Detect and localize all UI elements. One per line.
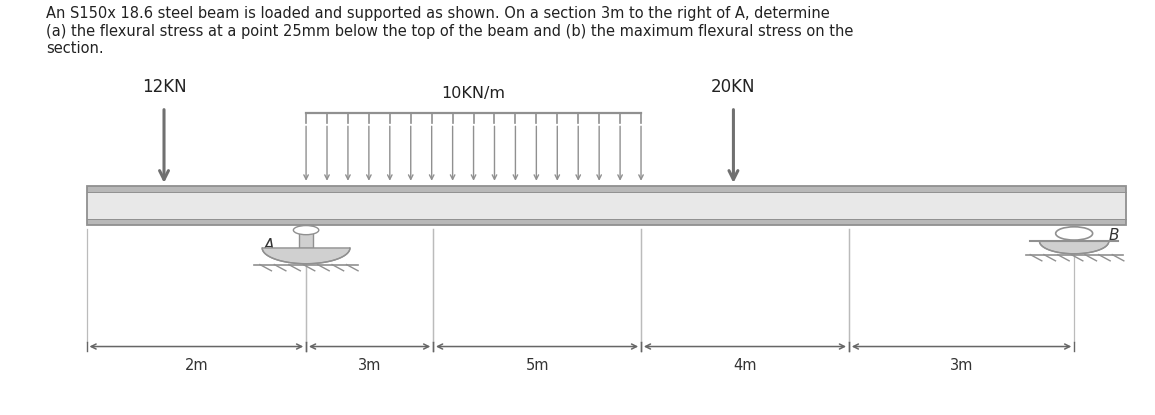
Text: 3m: 3m — [358, 358, 381, 373]
Text: 4m: 4m — [733, 358, 757, 373]
Polygon shape — [1040, 242, 1109, 254]
Text: 5m: 5m — [526, 358, 549, 373]
Text: 20KN: 20KN — [711, 78, 755, 96]
Text: 2m: 2m — [185, 358, 208, 373]
Text: B: B — [1109, 228, 1119, 243]
Bar — [299, 225, 313, 248]
Text: 10KN/m: 10KN/m — [441, 85, 506, 100]
Bar — [87, 186, 1126, 225]
Text: 12KN: 12KN — [142, 78, 186, 96]
Circle shape — [293, 226, 319, 235]
Bar — [87, 219, 1126, 225]
Text: An S150x 18.6 steel beam is loaded and supported as shown. On a section 3m to th: An S150x 18.6 steel beam is loaded and s… — [46, 6, 854, 56]
Bar — [87, 186, 1126, 192]
Circle shape — [1056, 227, 1093, 240]
Polygon shape — [262, 248, 350, 264]
Bar — [87, 186, 1126, 225]
Text: A: A — [263, 238, 274, 254]
Text: 3m: 3m — [949, 358, 974, 373]
